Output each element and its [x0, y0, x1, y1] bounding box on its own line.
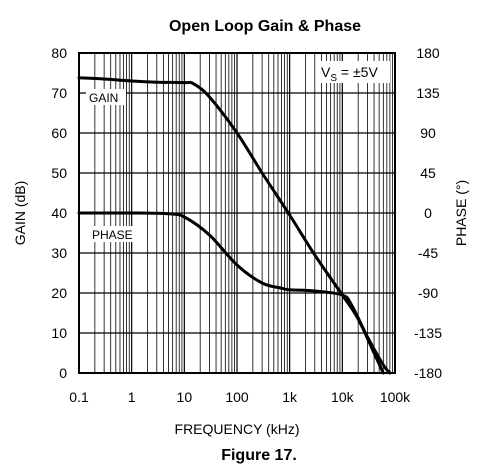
- x-tick-label: 10k: [331, 389, 355, 405]
- y-tick-label-left: 0: [59, 365, 67, 381]
- gain-series-line: [77, 76, 385, 375]
- y-tick-label-right: 135: [416, 85, 440, 101]
- y-tick-labels-left: 0 10 20 30 40 50 60 70 80: [51, 45, 67, 381]
- y-axis-label-right: PHASE (°): [453, 180, 469, 246]
- y-tick-label-right: 90: [420, 125, 436, 141]
- series-lines: [77, 76, 392, 375]
- gain-label-bg: [86, 89, 126, 105]
- y-tick-label-right: 0: [424, 205, 432, 221]
- y-tick-label-right: 180: [416, 45, 440, 61]
- supply-annotation: VS = ±5V: [321, 64, 378, 84]
- y-tick-label-left: 80: [51, 45, 67, 61]
- y-axis-label-left: GAIN (dB): [12, 181, 28, 246]
- y-tick-label-left: 20: [51, 285, 67, 301]
- x-axis-label: FREQUENCY (kHz): [175, 421, 300, 437]
- y-tick-labels-right: -180 -135 -90 -45 0 45 90 135 180: [414, 45, 442, 381]
- y-tick-label-right: 45: [420, 165, 436, 181]
- y-tick-label-left: 50: [51, 165, 67, 181]
- x-tick-label: 10: [177, 389, 193, 405]
- y-tick-label-left: 60: [51, 125, 67, 141]
- gain-series-label: GAIN: [89, 91, 118, 105]
- chart-title: Open Loop Gain & Phase: [169, 18, 361, 35]
- x-tick-label: 100: [225, 389, 249, 405]
- y-tick-label-left: 40: [51, 205, 67, 221]
- y-tick-label-left: 30: [51, 245, 67, 261]
- x-tick-label: 100k: [380, 389, 411, 405]
- y-tick-label-right: -180: [414, 365, 442, 381]
- supply-annotation-bg: [318, 61, 390, 83]
- y-tick-label-right: -135: [414, 325, 442, 341]
- y-tick-label-left: 10: [51, 325, 67, 341]
- y-tick-label-left: 70: [51, 85, 67, 101]
- x-tick-label: 0.1: [69, 389, 89, 405]
- y-tick-label-right: -45: [418, 245, 438, 261]
- x-tick-labels: 0.1 1 10 100 1k 10k 100k: [69, 389, 411, 405]
- phase-label-bg: [89, 226, 139, 242]
- x-tick-label: 1: [128, 389, 136, 405]
- y-tick-label-right: -90: [418, 285, 438, 301]
- phase-series-line: [77, 211, 392, 375]
- figure-caption: Figure 17.: [221, 447, 297, 464]
- phase-series-label: PHASE: [92, 228, 133, 242]
- x-tick-label: 1k: [282, 389, 298, 405]
